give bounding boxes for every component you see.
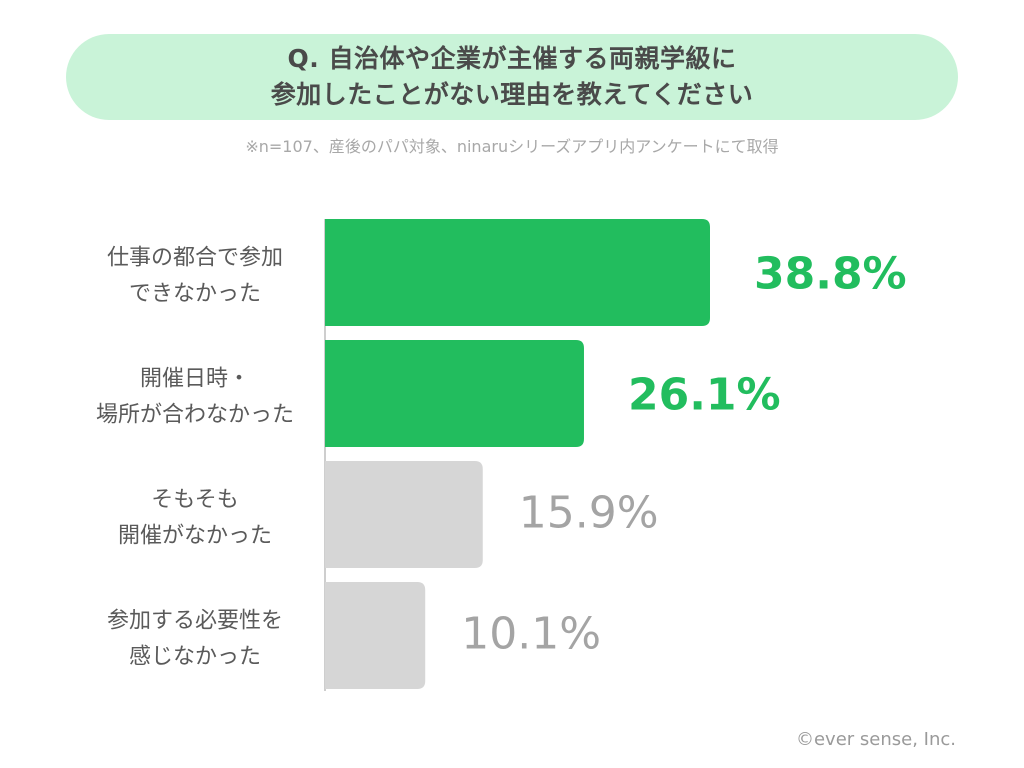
bar-2 bbox=[325, 461, 483, 568]
copyright-text: ©ever sense, Inc. bbox=[795, 729, 956, 750]
question-banner: Q. 自治体や企業が主催する両親学級に 参加したことがない理由を教えてください bbox=[66, 34, 958, 120]
question-title-line-1: Q. 自治体や企業が主催する両親学級に bbox=[287, 44, 737, 73]
bar-1 bbox=[325, 340, 584, 447]
category-label-3-line-1: 感じなかった bbox=[129, 645, 261, 670]
category-label-1-line-0: 開催日時・ bbox=[140, 367, 250, 392]
value-label-0: 38.8% bbox=[754, 249, 907, 300]
category-label-3-line-0: 参加する必要性を bbox=[107, 609, 283, 634]
category-label-1-line-1: 場所が合わなかった bbox=[96, 403, 294, 428]
value-label-1: 26.1% bbox=[628, 370, 781, 421]
question-title-line-2: 参加したことがない理由を教えてください bbox=[270, 80, 754, 109]
category-label-2-line-1: 開催がなかった bbox=[118, 524, 272, 549]
category-label-0-line-0: 仕事の都合で参加 bbox=[107, 246, 283, 271]
value-label-2: 15.9% bbox=[519, 488, 659, 539]
category-label-0-line-1: できなかった bbox=[129, 282, 261, 307]
category-label-2-line-0: そもそも bbox=[151, 488, 239, 513]
bar-3 bbox=[325, 582, 426, 689]
value-label-3: 10.1% bbox=[461, 609, 601, 660]
bar-0 bbox=[325, 219, 710, 326]
survey-note: ※n=107、産後のパパ対象、ninaruシリーズアプリ内アンケートにて取得 bbox=[245, 137, 779, 156]
